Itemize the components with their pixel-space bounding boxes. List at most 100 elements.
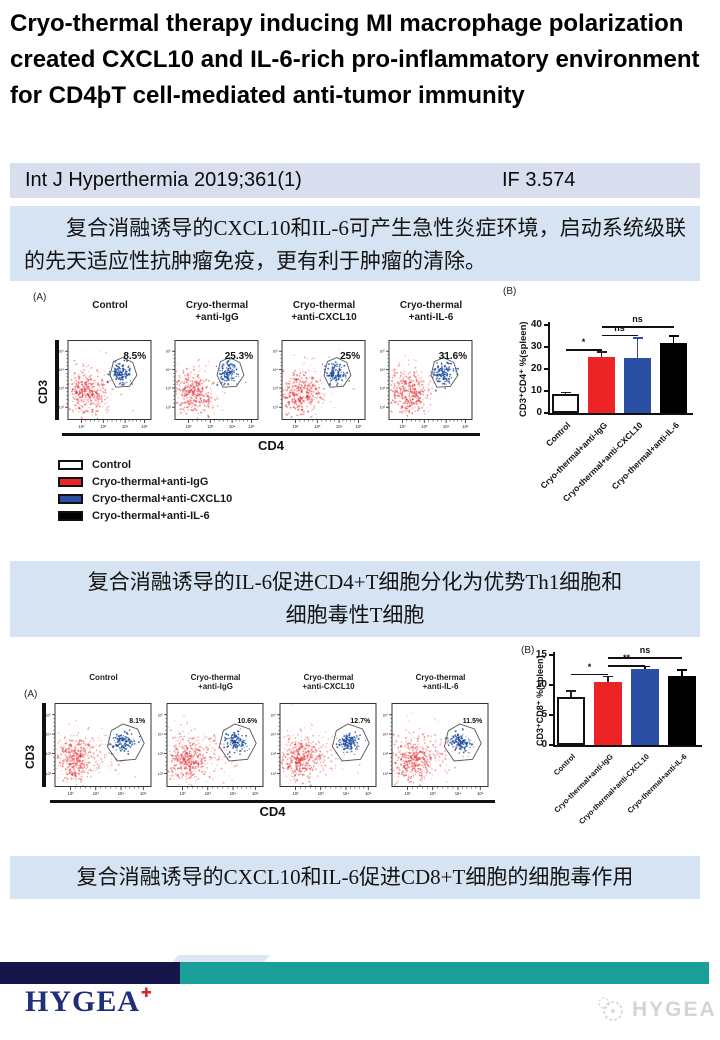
svg-text:10²: 10² <box>292 791 299 796</box>
figure2-panel-b-label: (B) <box>521 645 535 656</box>
legend-label: Control <box>92 458 132 471</box>
svg-text:10⁵: 10⁵ <box>355 424 362 429</box>
flow-plot-title: Cryo-thermal +anti-IgG <box>190 673 241 692</box>
svg-text:10³: 10³ <box>430 791 437 796</box>
error-bar <box>681 670 683 676</box>
svg-text:10³: 10³ <box>59 387 65 391</box>
bar-category-label: Cryo-thermal+anti-CXCL10 <box>577 752 652 827</box>
svg-text:8.5%: 8.5% <box>123 351 146 362</box>
svg-text:10⁴: 10⁴ <box>271 733 276 737</box>
summary-box-2-line2: 细胞毒性T细胞 <box>285 603 425 627</box>
chart-ytick-label: 40 <box>530 319 542 330</box>
figure1-x-axis-label: CD4 <box>257 438 284 453</box>
svg-text:10²: 10² <box>67 791 74 796</box>
flow-scatter-plot: 12.7% 10² 10³ 10⁴ 10⁵ 10⁵ 10⁴ 10³ 10² <box>271 703 377 796</box>
chart-ytick-mark <box>544 412 548 414</box>
svg-text:10⁵: 10⁵ <box>380 350 385 354</box>
significance-line <box>601 334 638 337</box>
svg-text:10⁴: 10⁴ <box>122 424 129 429</box>
legend-item: Cryo-thermal+anti-CXCL10 <box>58 490 232 507</box>
hygea-watermark: HYGEA <box>596 995 717 1025</box>
summary-box-2-line1: 复合消融诱导的IL-6促进CD4+T细胞分化为优势Th1细胞和 <box>87 569 623 594</box>
flow-plot-title: Cryo-thermal +anti-CXCL10 <box>291 300 357 323</box>
significance-label: ns <box>614 322 625 333</box>
chart-ytick-label: 10 <box>535 679 547 690</box>
svg-text:10²: 10² <box>166 406 172 410</box>
significance-line <box>571 673 608 676</box>
svg-text:10²: 10² <box>271 772 277 776</box>
figure1-bar-chart: (B) CD3⁺CD4⁺ %(spleen) 0 10 20 30 40 Control C… <box>498 286 720 550</box>
svg-text:10⁴: 10⁴ <box>158 733 163 737</box>
flow-scatter-plot: 8.1% 10² 10³ 10⁴ 10⁵ 10⁵ 10⁴ 10³ 10² <box>46 703 152 796</box>
flow-scatter-plot: 31.6% 10² 10³ 10⁴ 10⁵ 10⁵ 10⁴ 10³ 10² <box>380 340 473 429</box>
svg-text:10⁴: 10⁴ <box>336 424 343 429</box>
svg-text:10⁴: 10⁴ <box>273 368 278 372</box>
svg-text:10²: 10² <box>273 406 279 410</box>
error-bar <box>607 677 609 682</box>
flow-plot-title: Cryo-thermal +anti-IgG <box>185 300 249 323</box>
flow-scatter-plot: 10.6% 10² 10³ 10⁴ 10⁵ 10⁵ 10⁴ 10³ 10² <box>158 703 264 796</box>
chart-ytick-label: 30 <box>530 341 542 352</box>
svg-text:10³: 10³ <box>383 752 389 756</box>
legend-label: Cryo-thermal+anti-IL-6 <box>92 509 210 522</box>
svg-text:10²: 10² <box>158 772 164 776</box>
chart-x-axis <box>548 413 693 415</box>
svg-text:10⁴: 10⁴ <box>229 424 236 429</box>
figure-1: (A) CD3 Control 8.5% 10² 10³ 10⁴ 10⁵ 10⁵ 10⁴ 10³… <box>0 286 720 550</box>
bar <box>631 668 659 745</box>
svg-text:12.7%: 12.7% <box>350 718 371 725</box>
significance-label: ns <box>632 314 643 325</box>
svg-text:10⁵: 10⁵ <box>252 791 259 796</box>
flow-plot-title: Cryo-thermal +anti-CXCL10 <box>302 673 355 692</box>
legend-swatch <box>58 459 83 470</box>
svg-text:10⁴: 10⁴ <box>59 368 64 372</box>
svg-text:11.5%: 11.5% <box>463 718 483 725</box>
footer-navy-bar <box>0 962 180 984</box>
chart-ytick-mark <box>549 654 553 656</box>
flow-scatter-plot: 8.5% 10² 10³ 10⁴ 10⁵ 10⁵ 10⁴ 10³ 10² <box>59 340 152 429</box>
chart-ytick-mark <box>544 390 548 392</box>
svg-text:10⁴: 10⁴ <box>118 791 125 796</box>
figure1-panel-a-label: (A) <box>33 292 47 303</box>
bar <box>660 343 687 413</box>
significance-label: * <box>587 661 592 672</box>
svg-text:10⁵: 10⁵ <box>462 424 469 429</box>
journal-citation: Int J Hyperthermia 2019;361(1) <box>25 169 302 191</box>
svg-text:10³: 10³ <box>46 752 52 756</box>
svg-text:10⁴: 10⁴ <box>230 791 237 796</box>
significance-line <box>601 326 674 328</box>
bar <box>552 394 579 413</box>
footer-teal-bar <box>180 962 709 984</box>
svg-text:10⁵: 10⁵ <box>477 791 484 796</box>
svg-text:10²: 10² <box>404 791 411 796</box>
flow-plot-title: Cryo-thermal +anti-IL-6 <box>415 673 466 692</box>
figure1-legend: Control Cryo-thermal+anti-IgG Cryo-thermal… <box>58 456 232 524</box>
legend-item: Cryo-thermal+anti-IL-6 <box>58 507 232 524</box>
legend-label: Cryo-thermal+anti-IgG <box>92 475 209 488</box>
svg-text:10²: 10² <box>59 406 65 410</box>
hygea-watermark-text: HYGEA <box>632 998 717 1021</box>
svg-text:10³: 10³ <box>100 424 107 429</box>
summary-box-3: 复合消融诱导的CXCL10和IL-6促进CD8+T细胞的细胞毒作用 <box>10 856 700 899</box>
error-bar-cap <box>677 669 687 671</box>
error-bar-cap <box>560 391 571 394</box>
bar-category-label: Cryo-thermal+anti-IgG <box>537 420 609 491</box>
svg-text:10²: 10² <box>78 424 85 429</box>
svg-text:10⁴: 10⁴ <box>455 791 462 796</box>
svg-text:10³: 10³ <box>93 791 100 796</box>
summary-box-1: 复合消融诱导的CXCL10和IL-6可产生急性炎症环境，启动系统级联的先天适应性… <box>10 206 700 281</box>
figure1-panel-b-label: (B) <box>503 286 517 297</box>
svg-text:10³: 10³ <box>166 387 172 391</box>
svg-text:10⁵: 10⁵ <box>166 350 171 354</box>
chart-ytick-label: 20 <box>530 363 542 374</box>
error-bar-cap <box>632 337 643 339</box>
svg-text:10⁴: 10⁴ <box>166 368 171 372</box>
svg-text:10²: 10² <box>292 424 299 429</box>
flow-plot-title: Control <box>92 300 128 311</box>
flow-plot-title: Cryo-thermal +anti-IL-6 <box>399 300 463 323</box>
significance-label: * <box>581 337 586 348</box>
impact-factor: IF 3.574 <box>502 169 576 191</box>
figure2-x-axis-line <box>50 800 495 803</box>
chart-ytick-mark <box>549 714 553 716</box>
